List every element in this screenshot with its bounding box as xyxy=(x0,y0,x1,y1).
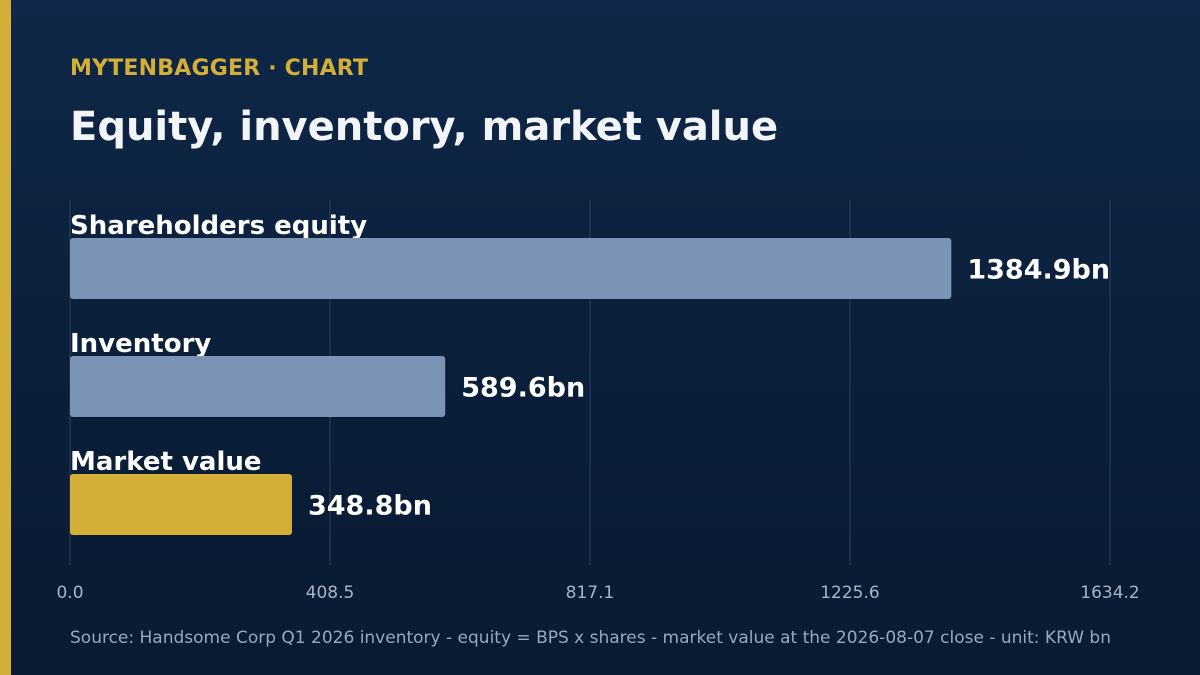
bar xyxy=(70,238,952,299)
bar xyxy=(70,356,446,417)
x-tick-label: 817.1 xyxy=(566,583,615,603)
x-tick-label: 1634.2 xyxy=(1080,583,1139,603)
category-label: Inventory xyxy=(70,329,211,359)
category-label: Market value xyxy=(70,447,262,477)
bar xyxy=(70,474,292,535)
accent-bar xyxy=(0,0,11,675)
value-label: 589.6bn xyxy=(461,373,585,404)
value-label: 1384.9bn xyxy=(967,255,1110,286)
x-tick-label: 408.5 xyxy=(306,583,355,603)
x-tick-label: 1225.6 xyxy=(820,583,879,603)
chart-kicker: MYTENBAGGER · CHART xyxy=(70,56,369,81)
x-tick-label: 0.0 xyxy=(56,583,83,603)
source-note: Source: Handsome Corp Q1 2026 inventory … xyxy=(70,628,1111,648)
category-label: Shareholders equity xyxy=(70,211,367,241)
chart-title: Equity, inventory, market value xyxy=(70,104,779,150)
value-label: 348.8bn xyxy=(308,491,432,522)
